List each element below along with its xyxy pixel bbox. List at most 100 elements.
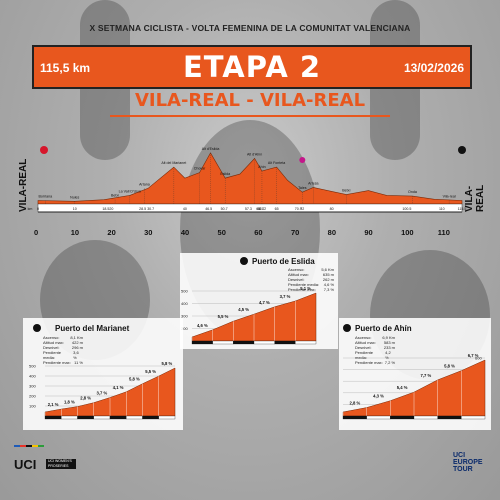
km-ruler-segment	[109, 415, 127, 420]
km-ruler-segment	[461, 415, 486, 420]
km-mark: 30.7	[147, 207, 154, 211]
axis-tick-label: 100	[401, 228, 414, 237]
info-key: Ascenso:	[43, 335, 60, 340]
y-tick-label: 500	[181, 289, 188, 294]
info-value: 7,3 %	[323, 287, 334, 292]
km-mark: 0	[37, 207, 39, 211]
km-mark: 10	[73, 207, 77, 211]
gradient-label: 6,7 %	[468, 353, 479, 358]
gradient-label: 4,7 %	[259, 300, 270, 305]
profile-axis: 0 10 20 30 40 50 60 70 80 90 100 110	[0, 228, 500, 240]
climb-info: Ascenso: 6,9 Km Altitud max: 583 m Desnivel:…	[355, 335, 395, 365]
stage-date: 13/02/2026	[403, 61, 464, 75]
km-mark: 60	[256, 207, 260, 211]
km-ruler-segment	[413, 415, 438, 420]
climb-profile-ahin: 6005004003002002,8 %4,3 %5,4 %7,7 %5,8 %…	[342, 324, 486, 420]
km-mark: 46.5	[205, 207, 212, 211]
climb-info-row: Desnivel: 296 m	[43, 345, 83, 350]
km-ruler-segment	[366, 415, 391, 420]
km-ruler-segment	[212, 340, 234, 345]
gradient-label: 5,5 %	[145, 369, 156, 374]
info-value: 6,9 Km	[382, 335, 395, 340]
climb-title: Puerto de Eslida	[252, 257, 315, 266]
km-mark: 70.9	[295, 207, 302, 211]
climb-info: Ascenso: 8,1 Km Altitud max: 422 m Desnivel:…	[43, 335, 83, 365]
climb-info-row: Altitud max: 422 m	[43, 340, 83, 345]
stage-number: ETAPA 2	[182, 50, 322, 84]
info-value: 4,2 %	[385, 350, 391, 360]
km-mark: km	[28, 207, 33, 211]
info-value: 233 m	[383, 345, 395, 350]
info-value: 8,1 Km	[70, 335, 83, 340]
climb-card-marianet: Puerto del Marianet Ascenso: 8,1 Km Altitu…	[23, 318, 183, 430]
km-ruler-segment	[77, 415, 94, 420]
gradient-label: 5,8 %	[444, 364, 455, 369]
gradient-label: 3,7 %	[280, 294, 291, 299]
mountain-icon	[343, 324, 351, 332]
climb-info-row: Pendiente max: 11 %	[43, 360, 83, 365]
axis-tick-label: 50	[217, 228, 226, 237]
place-label: Betxí	[111, 194, 119, 198]
place-label: Ahín	[258, 165, 265, 169]
womens-proseries-badge: UCI WOMEN'S PROSERIES	[46, 459, 76, 469]
climb-card-eslida: Puerto de Eslida Ascenso: 5,6 Km Altitud m…	[180, 253, 338, 349]
info-value: 4,6 %	[323, 282, 334, 287]
place-label: Vila-real	[443, 194, 456, 198]
info-value: 11 %	[74, 360, 83, 365]
gradient-label: 5,8 %	[162, 361, 173, 366]
km-mark: 28.5	[139, 207, 146, 211]
uci-logo: UCI	[14, 457, 37, 472]
start-flag-icon	[40, 146, 48, 154]
uci-stripes	[14, 445, 44, 447]
km-mark: 20	[109, 207, 113, 211]
info-key: Ascenso:	[288, 267, 305, 272]
y-tick-label: 600	[475, 356, 482, 361]
axis-tick-label: 70	[290, 228, 300, 237]
gradient-label: 4,3 %	[373, 394, 384, 399]
place-label: Onda	[408, 190, 417, 194]
finish-flag-icon	[458, 146, 466, 154]
axis-tick-label: 80	[327, 228, 337, 237]
mountain-icon	[240, 257, 248, 265]
climb-info-row: Pendiente media: 3,6 %	[43, 350, 83, 360]
climb-title: Puerto del Marianet	[55, 324, 130, 333]
climb-profile-eslida: 500 400 300 200 4,6 % 5,5 % 4,5 % 4,7 % 3,7 % 5,1…	[181, 257, 317, 345]
km-ruler-segment	[342, 415, 367, 420]
km-ruler-segment	[274, 340, 296, 345]
climb-area	[342, 359, 486, 417]
place-label: Eslida	[220, 172, 230, 176]
gradient-label: 5,5 %	[218, 314, 229, 319]
km-ruler-segment	[142, 415, 159, 420]
km-ruler-segment	[390, 415, 415, 420]
gradient-label: 1,8 %	[64, 400, 75, 405]
info-key: Pendiente media:	[355, 350, 374, 360]
info-key: Altitud max:	[288, 272, 309, 277]
gradient-label: 2,8 %	[349, 401, 360, 406]
y-tick-label: 500	[29, 364, 36, 369]
km-ruler-segment	[126, 415, 143, 420]
km-mark: 115.5	[458, 207, 467, 211]
place-label: Alt d'Ahín	[247, 152, 262, 156]
info-key: Desnivel:	[355, 345, 372, 350]
climb-info-row: Pendiente media: 4,2 %	[355, 350, 395, 360]
info-key: Desnivel:	[43, 345, 60, 350]
km-mark: 50.7	[221, 207, 228, 211]
y-tick-label: 400	[29, 374, 36, 379]
route-title: VILA-REAL - VILA-REAL	[134, 90, 366, 111]
info-key: Pendiente max:	[355, 360, 383, 365]
info-key: Desnivel:	[288, 277, 305, 282]
y-tick-label: 200	[29, 394, 36, 399]
climb-info-row: Desnivel: 262 m	[288, 277, 334, 282]
km-mark: 72	[300, 207, 304, 211]
gradient-label: 2,8 %	[80, 396, 91, 401]
climb-info-row: Ascenso: 5,6 Km	[288, 267, 334, 272]
info-key: Pendiente max:	[43, 360, 71, 365]
axis-tick-label: 40	[180, 228, 190, 237]
climb-info-row: Pendiente media: 4,6 %	[288, 282, 334, 287]
info-value: 7,2 %	[384, 360, 395, 365]
stage-banner: 115,5 km ETAPA 2 13/02/2026	[32, 45, 472, 89]
info-value: 583 m	[383, 340, 395, 345]
climb-info: Ascenso: 5,6 Km Altitud max: 635 m Desnivel:…	[288, 267, 334, 292]
climb-info-row: Desnivel: 233 m	[355, 345, 395, 350]
